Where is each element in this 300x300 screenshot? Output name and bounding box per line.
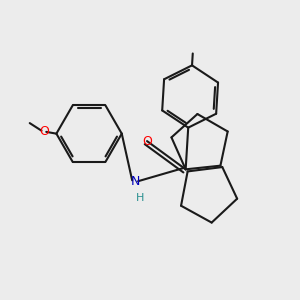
Text: O: O — [39, 125, 49, 138]
Text: H: H — [135, 193, 144, 202]
Text: N: N — [130, 175, 140, 188]
Text: O: O — [142, 135, 152, 148]
